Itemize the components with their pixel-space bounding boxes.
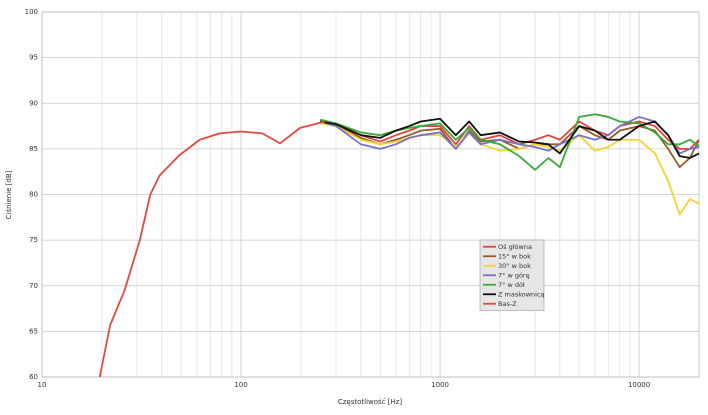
x-tick-label: 10 <box>38 381 47 389</box>
plot-border <box>41 11 700 378</box>
series-line <box>98 120 326 377</box>
y-tick-label: 65 <box>29 327 38 335</box>
y-axis-label: Ciśnienie [dB] <box>5 170 13 219</box>
series-line <box>319 116 699 155</box>
y-tick-label: 70 <box>29 282 38 290</box>
y-tick-label: 60 <box>29 373 38 381</box>
x-axis-label: Częstotliwość [Hz] <box>338 398 403 406</box>
legend-label: 30° w bok <box>498 262 531 270</box>
x-tick-label: 1000 <box>431 381 449 389</box>
legend-label: 7° w górę <box>498 271 530 279</box>
series-line <box>320 122 699 216</box>
x-tick-label: 10000 <box>628 381 650 389</box>
y-tick-label: 90 <box>29 99 38 107</box>
x-tick-label: 100 <box>234 381 247 389</box>
legend-label: Z maskownicą <box>498 290 545 298</box>
y-tick-label: 85 <box>29 145 38 153</box>
y-tick-label: 100 <box>25 8 38 16</box>
legend-label: 15° w bok <box>498 252 531 260</box>
legend-label: Bas-Z <box>498 300 517 308</box>
legend-label: Oś główna <box>498 243 532 251</box>
y-tick-label: 75 <box>29 236 38 244</box>
series-line <box>320 117 699 159</box>
y-tick-label: 80 <box>29 191 38 199</box>
y-tick-label: 95 <box>29 54 38 62</box>
legend-label: 7° w dół <box>498 281 525 289</box>
